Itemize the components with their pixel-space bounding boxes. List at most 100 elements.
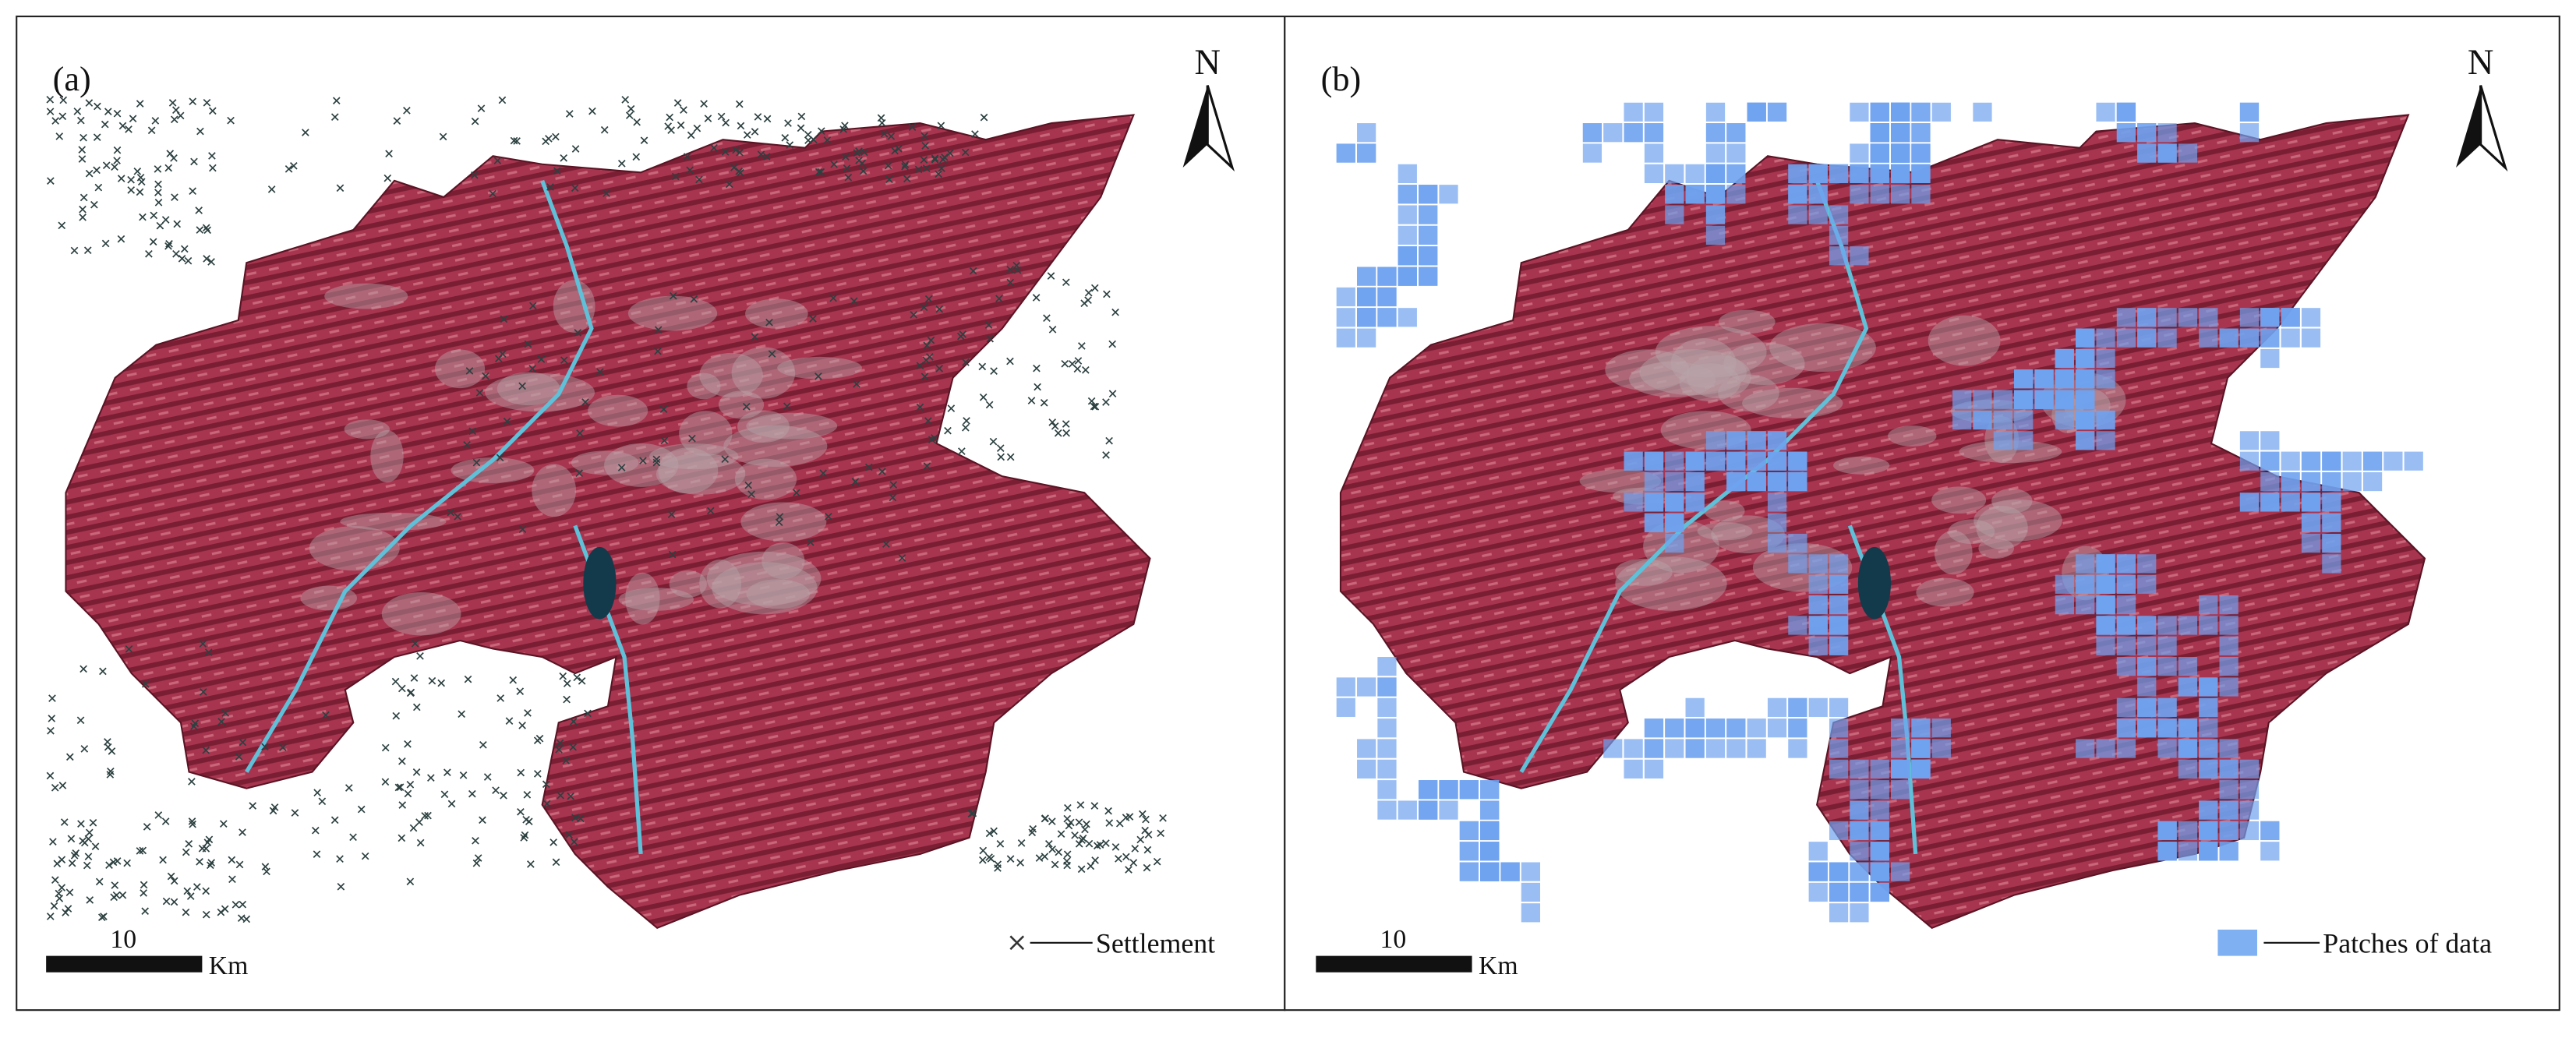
settled-land: [532, 464, 577, 517]
data-patch: [1357, 287, 1376, 307]
data-patch: [2199, 328, 2218, 348]
settlement: [231, 901, 240, 909]
settlement: [1093, 842, 1101, 850]
data-patch: [2178, 759, 2198, 778]
settlement: [581, 398, 589, 406]
settlement: [545, 135, 553, 143]
data-patch: [2362, 451, 2383, 471]
settlement: [391, 677, 400, 686]
data-patch: [2260, 842, 2280, 861]
settlement: [154, 189, 162, 196]
settlement: [154, 165, 162, 173]
settlement: [842, 153, 850, 161]
settlement: [524, 340, 532, 348]
study-area: [65, 114, 1151, 930]
data-patch: [2199, 697, 2218, 717]
settlement: [196, 857, 203, 866]
data-patch: [1829, 636, 1849, 655]
data-patch: [1767, 493, 1787, 512]
settlement: [51, 117, 59, 125]
settlement: [898, 554, 906, 562]
settlement: [784, 119, 792, 127]
data-patch: [2301, 533, 2321, 553]
settlement: [205, 835, 214, 844]
data-patch: [1911, 185, 1931, 204]
data-patch: [2116, 574, 2136, 594]
settlement: [176, 111, 185, 120]
settlement: [1143, 846, 1152, 854]
data-patch: [1480, 800, 1500, 820]
settlement: [710, 143, 718, 152]
settlement: [107, 767, 115, 775]
data-patch: [1377, 677, 1397, 697]
settlement: [1006, 453, 1015, 461]
data-patch: [1952, 390, 1972, 409]
settlement: [184, 256, 193, 265]
data-patch: [1850, 185, 1869, 204]
data-patch: [2301, 471, 2321, 492]
settled-land: [1991, 488, 2033, 514]
data-patch: [1398, 205, 1417, 224]
settlement: [860, 148, 868, 157]
settlement: [523, 791, 532, 799]
settlement: [683, 153, 691, 161]
settlement: [783, 402, 791, 411]
data-patch: [1705, 718, 1726, 738]
settlement: [853, 380, 860, 388]
settlement: [666, 113, 673, 122]
data-patch: [1808, 164, 1828, 183]
data-patch: [1788, 471, 1807, 492]
settlement: [600, 125, 609, 134]
settlement: [447, 508, 455, 517]
settlement: [472, 837, 479, 845]
settlement: [188, 817, 196, 825]
settlement: [562, 757, 570, 764]
settlement: [170, 154, 178, 162]
data-patch: [2076, 390, 2095, 409]
settlement: [995, 295, 1003, 303]
data-patch: [1850, 800, 1869, 820]
data-patch: [2034, 390, 2054, 409]
data-patch: [2281, 308, 2300, 327]
settlement: [68, 859, 76, 867]
settlement: [844, 173, 853, 182]
settled-land: [1639, 349, 1747, 396]
settlement: [239, 828, 246, 836]
settlement: [209, 164, 217, 172]
settlement: [394, 783, 403, 792]
settlement: [1111, 308, 1119, 316]
settlement: [927, 336, 935, 344]
settlement: [922, 164, 931, 172]
settlement: [722, 118, 730, 127]
settlement: [1033, 364, 1041, 372]
settlement: [291, 809, 299, 817]
data-patch: [2076, 739, 2095, 758]
settlement: [923, 341, 931, 350]
settlement: [93, 133, 101, 141]
data-patch: [1911, 123, 1931, 143]
settlement: [404, 789, 412, 798]
settlement: [1090, 284, 1099, 292]
settlement: [880, 129, 889, 138]
data-patch: [1419, 800, 1438, 820]
settlement: [668, 550, 677, 559]
data-patch: [2096, 369, 2115, 389]
data-patch: [2014, 431, 2034, 450]
settlement: [535, 734, 544, 743]
settlement: [1035, 854, 1044, 862]
settled-land: [1579, 469, 1662, 493]
data-patch: [2199, 718, 2218, 738]
data-patch: [2034, 369, 2054, 389]
settlement: [560, 356, 568, 364]
settlement: [493, 157, 502, 164]
scale-label: 10: [1380, 925, 1407, 954]
settlement: [990, 827, 998, 835]
settlement: [165, 240, 173, 248]
settlement: [935, 170, 942, 178]
data-patch: [2199, 821, 2218, 841]
settlement: [732, 146, 740, 154]
settlement: [396, 783, 405, 791]
settlement: [105, 861, 113, 869]
settlement: [427, 774, 435, 782]
settlement: [154, 811, 163, 819]
